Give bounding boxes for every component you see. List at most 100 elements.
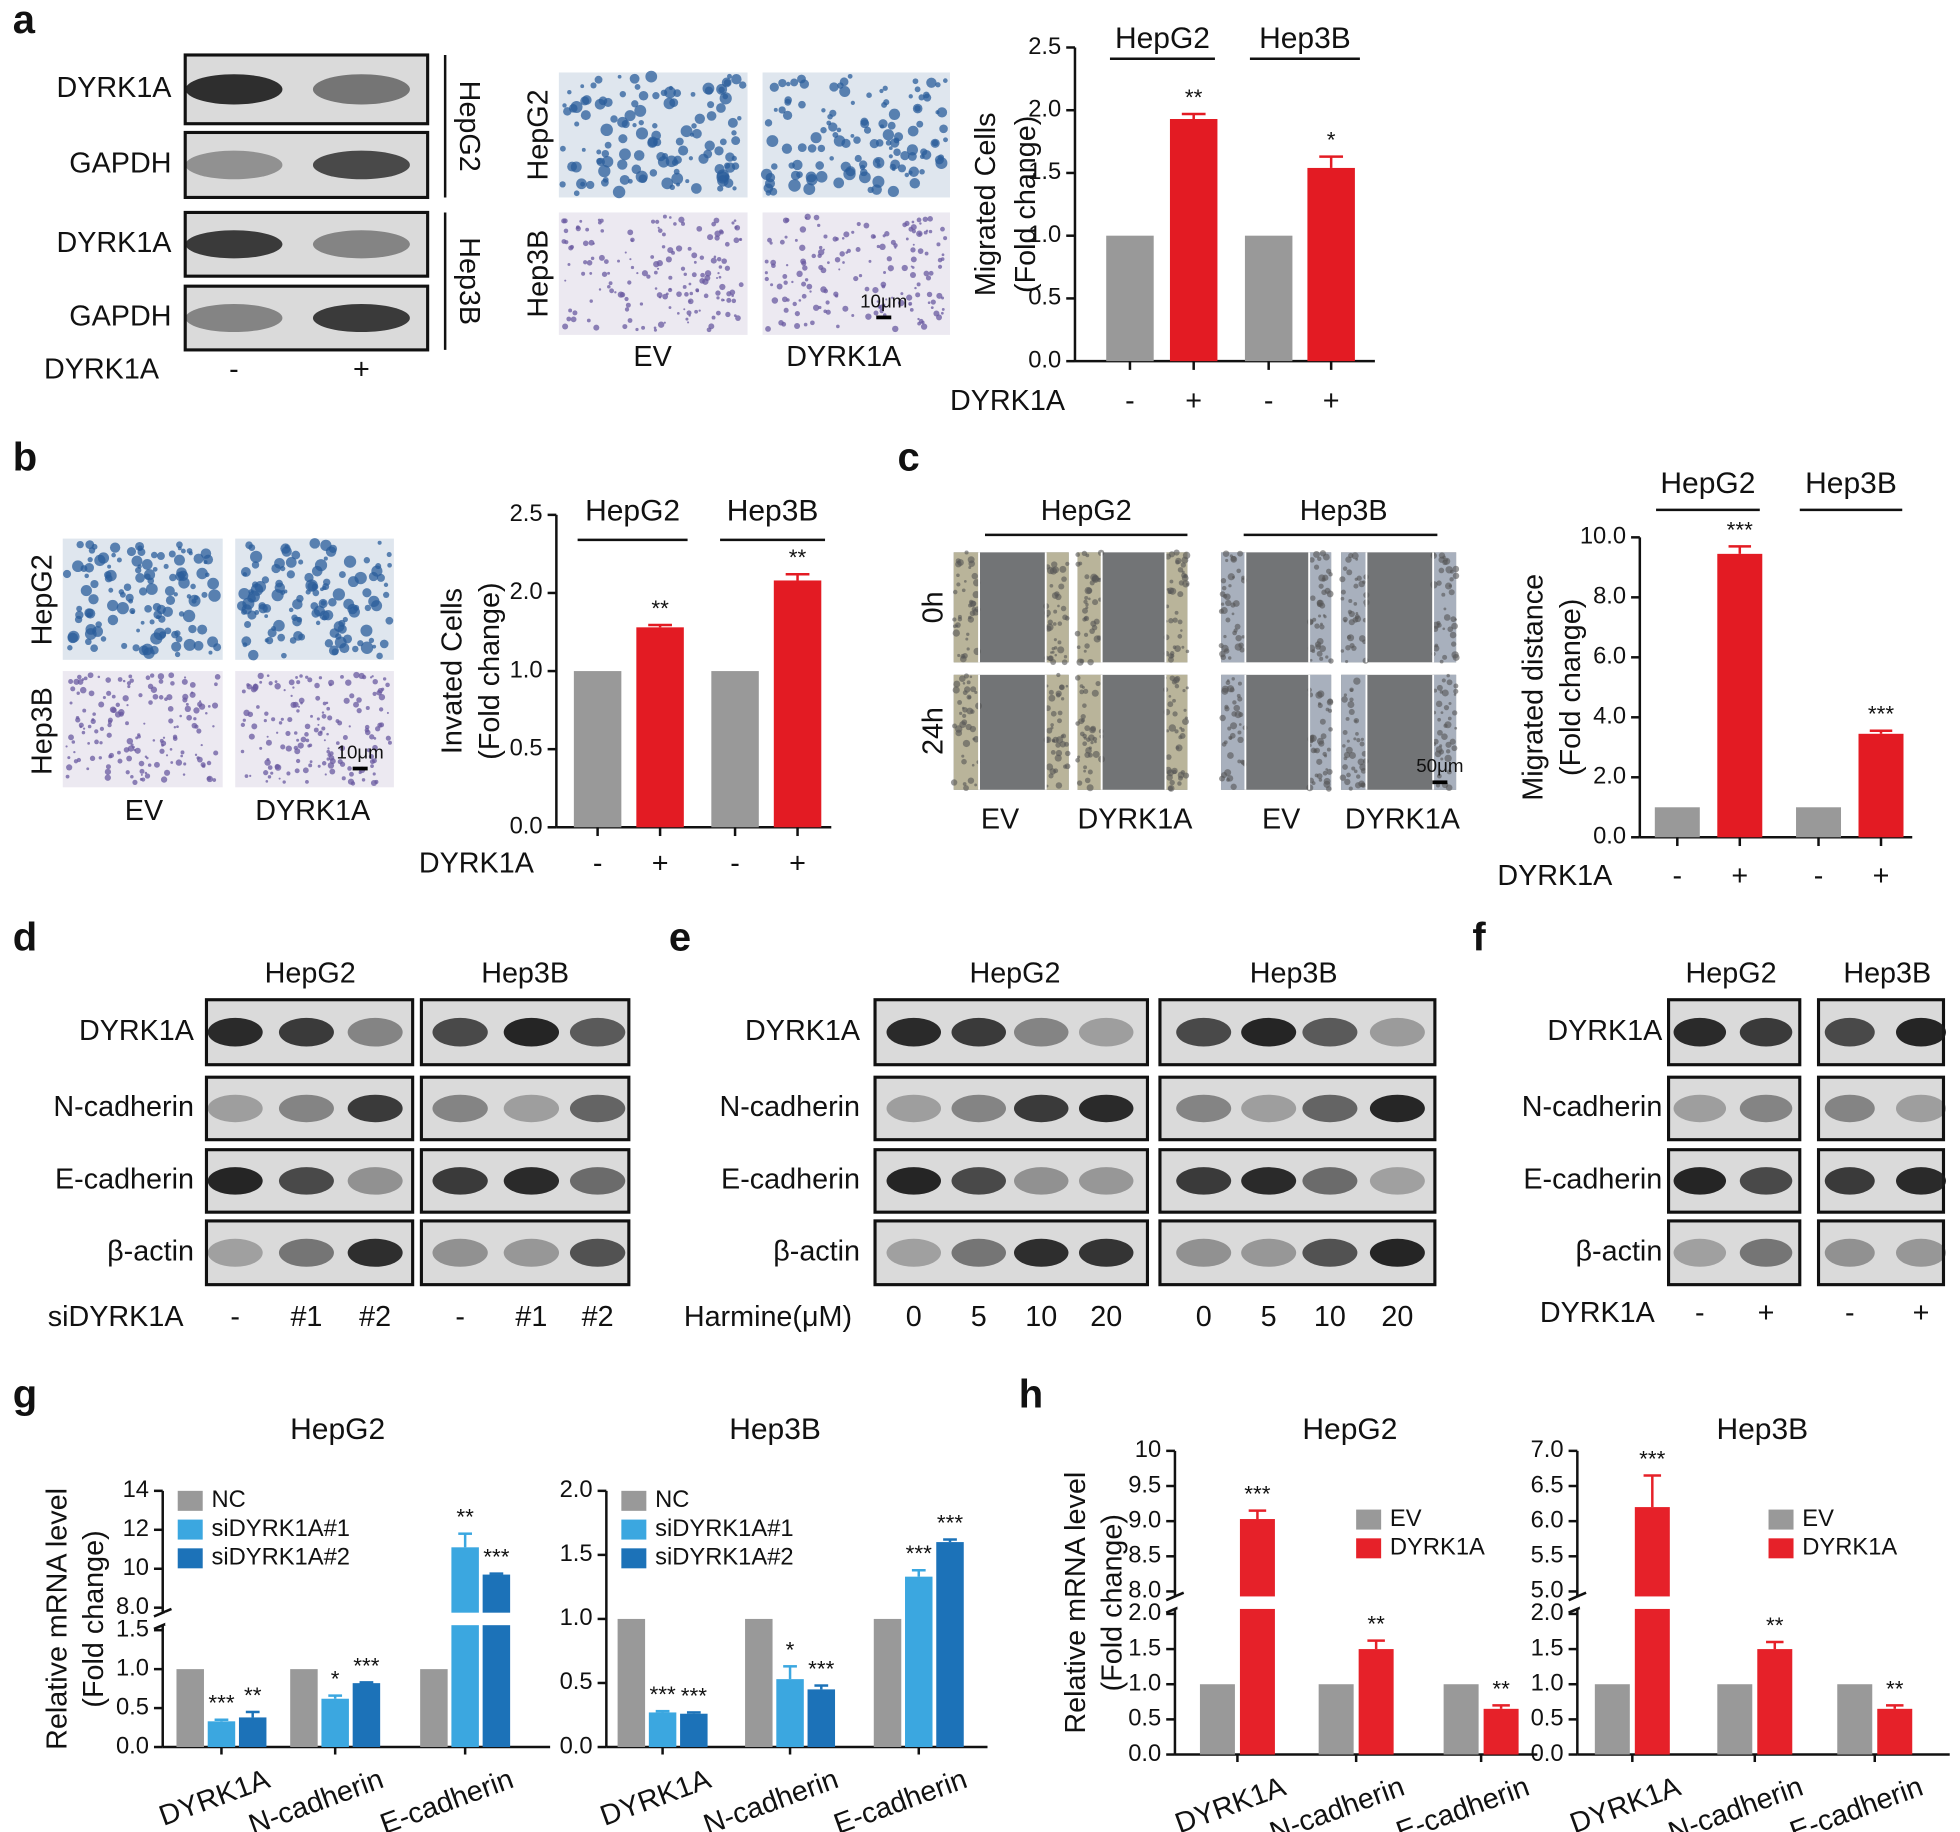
cell — [702, 82, 715, 95]
cell — [647, 137, 658, 148]
cell — [885, 298, 888, 301]
cell — [806, 283, 813, 290]
cell — [925, 275, 932, 281]
cell — [80, 585, 92, 597]
cell — [1439, 659, 1444, 664]
cell — [1046, 623, 1054, 631]
y-tick-label: 0.0 — [1531, 1741, 1564, 1767]
cell — [75, 717, 81, 723]
cell — [67, 630, 80, 643]
bar — [1877, 1708, 1913, 1755]
cell — [632, 123, 637, 128]
cell — [1316, 758, 1323, 765]
cell-front — [953, 552, 980, 663]
col-label: DYRK1A — [786, 341, 902, 373]
cell — [656, 260, 663, 267]
cell — [1351, 645, 1357, 651]
cell — [706, 111, 717, 121]
panel-letter: d — [13, 915, 37, 959]
cell — [1347, 701, 1355, 709]
cell — [185, 702, 189, 706]
cell — [582, 240, 589, 247]
y-tick-label: 0.5 — [560, 1669, 593, 1695]
cell — [694, 309, 699, 314]
cell — [706, 327, 712, 333]
cell — [820, 126, 827, 134]
cell — [735, 315, 741, 321]
panel-letter: e — [669, 915, 691, 959]
group-label: Hep3B — [1250, 957, 1338, 989]
group-label: Hep3B — [481, 957, 569, 989]
cell — [197, 624, 208, 635]
cell — [271, 717, 276, 722]
cell — [1328, 658, 1334, 664]
col-label: DYRK1A — [255, 795, 371, 827]
cell — [266, 758, 270, 762]
cell — [850, 100, 855, 105]
cell — [731, 155, 737, 162]
cell — [1057, 646, 1065, 654]
legend-swatch — [621, 1490, 647, 1511]
y-tick-label: 4.0 — [1593, 704, 1626, 730]
cell — [601, 271, 608, 277]
cell — [1177, 634, 1183, 639]
cell — [287, 717, 293, 723]
cell — [99, 726, 105, 731]
y-tick-label: 10 — [123, 1555, 149, 1581]
y-axis-label: Migrated Cells — [970, 112, 1002, 296]
cell — [1083, 599, 1088, 604]
cell — [1348, 619, 1355, 626]
cell — [144, 605, 152, 613]
cell — [781, 321, 787, 327]
cell — [170, 761, 174, 764]
cell — [1355, 612, 1359, 615]
cell — [1171, 767, 1178, 775]
cell — [387, 562, 392, 568]
cell — [771, 163, 778, 170]
cell — [939, 124, 948, 134]
cell — [624, 251, 627, 254]
cell — [908, 226, 914, 232]
blot-panel — [1667, 1075, 1802, 1142]
cell — [1347, 634, 1355, 642]
bar — [1858, 733, 1904, 838]
cell — [927, 216, 933, 222]
cell — [827, 261, 830, 265]
band — [503, 1094, 560, 1123]
cell — [180, 548, 186, 554]
cell — [140, 773, 143, 776]
cell — [1353, 583, 1359, 589]
lane-label: 0 — [1196, 1301, 1212, 1333]
bar — [1837, 1684, 1873, 1755]
chart-title: HepG2 — [1302, 1413, 1397, 1446]
cell — [884, 231, 890, 237]
cell — [378, 707, 384, 712]
cell — [1447, 626, 1454, 633]
cell — [194, 753, 198, 757]
cell — [250, 550, 263, 563]
cell — [353, 701, 360, 708]
significance: ** — [1367, 1612, 1385, 1637]
cell — [974, 783, 978, 787]
y-tick-label: 1.5 — [1028, 159, 1061, 185]
cell — [1221, 644, 1229, 652]
cell — [887, 121, 896, 130]
cell — [936, 242, 941, 247]
cell — [276, 731, 279, 734]
legend-swatch — [177, 1519, 203, 1540]
bar — [773, 580, 822, 828]
band — [432, 1238, 488, 1267]
cell — [337, 624, 347, 634]
cell — [248, 733, 255, 740]
cell — [1236, 568, 1242, 574]
cell — [214, 674, 221, 680]
cell — [1440, 757, 1444, 761]
cell — [1182, 688, 1186, 693]
cell — [790, 78, 799, 87]
cell — [251, 723, 258, 730]
cell — [259, 746, 263, 750]
cell — [266, 674, 270, 677]
band — [1078, 1017, 1134, 1047]
cell — [731, 130, 737, 136]
cell — [267, 775, 272, 779]
